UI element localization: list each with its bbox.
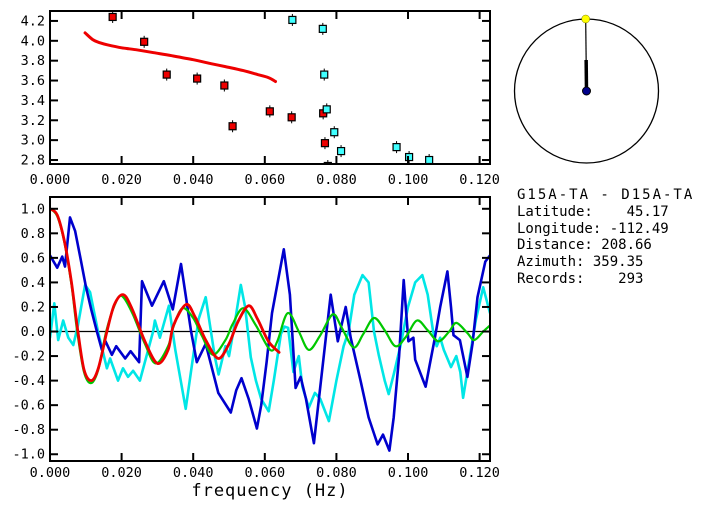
y-tick-label: -0.8 bbox=[12, 422, 45, 438]
plot-frame bbox=[49, 10, 491, 165]
series-model-spectrum-red bbox=[50, 207, 281, 382]
chart-1: 0.000 0.020 0.040 0.060 0.080 0.100 0.120 -1.0 -… bbox=[12, 196, 500, 481]
station-pair-title: G15A-TA - D15A-TA bbox=[517, 187, 695, 203]
y-tick-label: 3.2 bbox=[21, 113, 45, 129]
y-tick-label: 0.6 bbox=[21, 250, 45, 266]
azimuth-dial bbox=[513, 14, 660, 164]
x-tick-label: 0.000 bbox=[30, 172, 71, 188]
data-point-marker bbox=[108, 12, 117, 22]
data-point-marker bbox=[392, 143, 401, 152]
y-tick-label: 0.8 bbox=[21, 226, 45, 242]
y-tick-label: -0.2 bbox=[12, 349, 45, 365]
series-correlation-spectrum-blue bbox=[50, 216, 490, 452]
data-point-marker bbox=[322, 105, 331, 114]
y-tick-label: -0.4 bbox=[12, 373, 45, 389]
series-measured-dispersion-red bbox=[108, 11, 332, 164]
y-tick-label: 0.2 bbox=[21, 299, 45, 315]
data-point-marker bbox=[162, 70, 171, 79]
x-tick-label: 0.020 bbox=[101, 172, 142, 188]
chart-0: 0.000 0.020 0.040 0.060 0.080 0.100 0.120 2.8 3.… bbox=[21, 10, 500, 188]
y-tick-label: 3.6 bbox=[21, 73, 45, 89]
y-tick-label: 3.8 bbox=[21, 53, 45, 69]
y-tick-label: 0.0 bbox=[21, 324, 45, 340]
x-tick-label: 0.060 bbox=[244, 172, 285, 188]
series-measured-dispersion-cyan bbox=[288, 13, 434, 164]
data-point-marker bbox=[318, 24, 327, 33]
info-line-azimuth: Azimuth: 359.35 bbox=[517, 254, 644, 271]
y-tick-label: -1.0 bbox=[12, 447, 45, 463]
y-tick-label: 0.4 bbox=[21, 275, 45, 291]
data-point-marker bbox=[336, 146, 346, 156]
y-tick-label: 4.2 bbox=[21, 13, 45, 29]
data-point-marker bbox=[404, 152, 414, 162]
y-tick-label: 3.4 bbox=[21, 93, 45, 109]
y-tick-label: 3.0 bbox=[21, 133, 45, 149]
data-point-marker bbox=[228, 122, 237, 131]
series-model-spectrum-green bbox=[50, 207, 490, 385]
dial-center-dot bbox=[582, 86, 591, 96]
data-point-marker bbox=[288, 15, 297, 25]
data-point-marker bbox=[265, 107, 274, 116]
info-line-records: Records: 293 bbox=[517, 270, 644, 287]
x-tick-label: 0.020 bbox=[101, 465, 142, 481]
x-tick-label: 0.080 bbox=[316, 465, 357, 481]
data-point-marker bbox=[425, 155, 434, 164]
plot-frame bbox=[49, 196, 491, 462]
series-predicted-dispersion-curve bbox=[83, 31, 277, 83]
y-tick-label: 4.0 bbox=[21, 33, 45, 49]
x-tick-label: 0.120 bbox=[459, 465, 500, 481]
data-point-marker bbox=[330, 128, 339, 137]
azimuth-rim-dot bbox=[581, 14, 590, 24]
info-line-distance: Distance: 208.66 bbox=[517, 237, 652, 254]
data-point-marker bbox=[287, 113, 296, 122]
series-layer bbox=[83, 11, 434, 164]
x-axis-label: frequency (Hz) bbox=[191, 481, 349, 501]
data-point-marker bbox=[220, 81, 229, 90]
y-tick-label: 1.0 bbox=[21, 201, 45, 217]
x-tick-label: 0.040 bbox=[173, 465, 214, 481]
x-tick-label: 0.100 bbox=[388, 465, 429, 481]
y-tick-label: 2.8 bbox=[21, 153, 45, 169]
series-correlation-spectrum-cyan bbox=[50, 273, 490, 423]
data-point-marker bbox=[140, 37, 149, 46]
x-tick-label: 0.120 bbox=[459, 172, 500, 188]
data-point-marker bbox=[320, 70, 329, 79]
x-tick-label: 0.060 bbox=[244, 465, 285, 481]
data-point-marker bbox=[193, 74, 202, 83]
y-tick-label: -0.6 bbox=[12, 398, 45, 414]
info-line-longitude: Longitude: -112.49 bbox=[517, 220, 669, 237]
info-line-latitude: Latitude: 45.17 bbox=[517, 203, 669, 220]
x-tick-label: 0.000 bbox=[30, 465, 71, 481]
x-tick-label: 0.100 bbox=[388, 172, 429, 188]
x-tick-label: 0.080 bbox=[316, 172, 357, 188]
series-layer bbox=[50, 207, 490, 452]
data-point-marker bbox=[320, 139, 330, 148]
info-panel: G15A-TA - D15A-TA Latitude: 45.17 Longit… bbox=[517, 187, 703, 288]
x-tick-label: 0.040 bbox=[173, 172, 214, 188]
